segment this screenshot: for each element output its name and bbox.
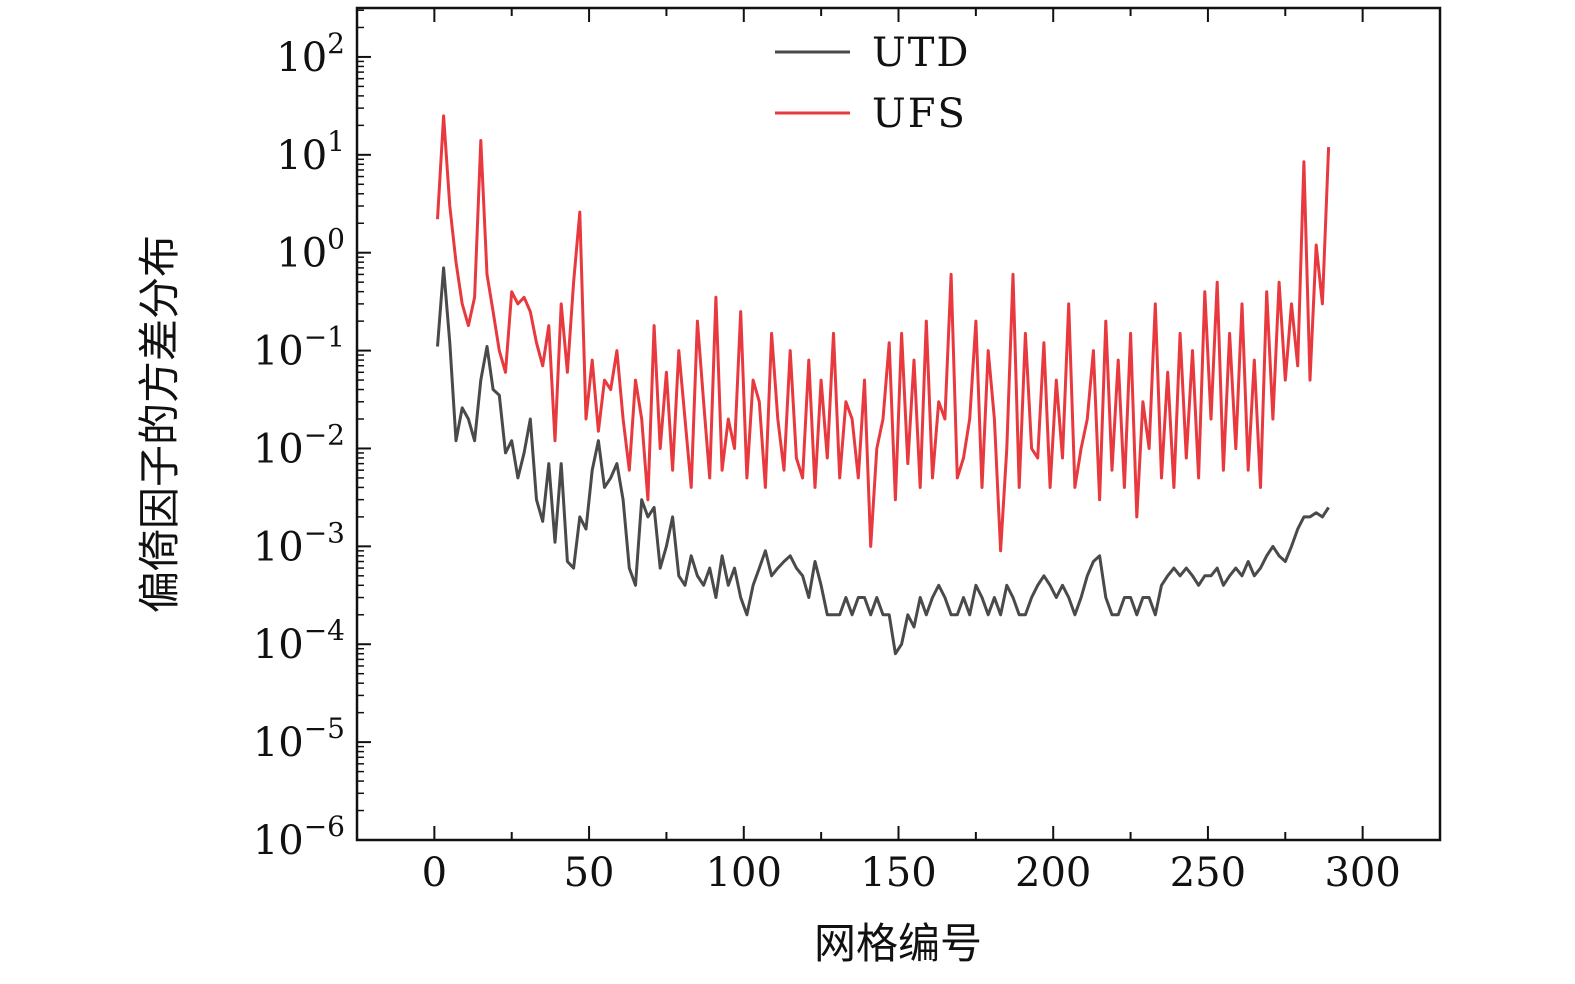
y-tick-label: 102 xyxy=(276,27,345,81)
legend-label-ufs: UFS xyxy=(872,91,967,137)
y-tick-label: 10−2 xyxy=(253,418,345,472)
x-tick-label: 150 xyxy=(860,850,936,896)
y-tick-label: 10−1 xyxy=(253,321,345,375)
y-tick-label: 10−5 xyxy=(253,712,345,766)
x-tick-label: 300 xyxy=(1324,850,1400,896)
y-tick-label: 101 xyxy=(276,125,345,179)
x-tick-label: 0 xyxy=(422,850,447,896)
series-layer xyxy=(436,114,1331,656)
x-axis-title: 网格编号 xyxy=(814,919,982,968)
x-axis-ticks: 0 50 100 150 200 250 300 xyxy=(356,8,1401,896)
y-axis-ticks: 10−6 10−5 10−4 10−3 10−2 10−1 100 101 102 xyxy=(253,9,371,864)
legend: UTD UFS xyxy=(775,30,970,137)
y-axis-title: 偏倚因子的方差分布 xyxy=(135,235,184,613)
x-tick-label: 200 xyxy=(1015,850,1091,896)
y-tick-label: 100 xyxy=(276,223,345,277)
series-line-utd xyxy=(436,266,1330,656)
y-tick-label: 10−3 xyxy=(253,516,345,570)
x-tick-label: 250 xyxy=(1170,850,1246,896)
y-tick-label: 10−4 xyxy=(253,614,345,668)
x-tick-label: 50 xyxy=(564,850,615,896)
x-tick-label: 100 xyxy=(706,850,782,896)
y-tick-label: 10−6 xyxy=(253,810,345,864)
legend-label-utd: UTD xyxy=(872,30,970,76)
series-line-ufs xyxy=(436,114,1331,553)
